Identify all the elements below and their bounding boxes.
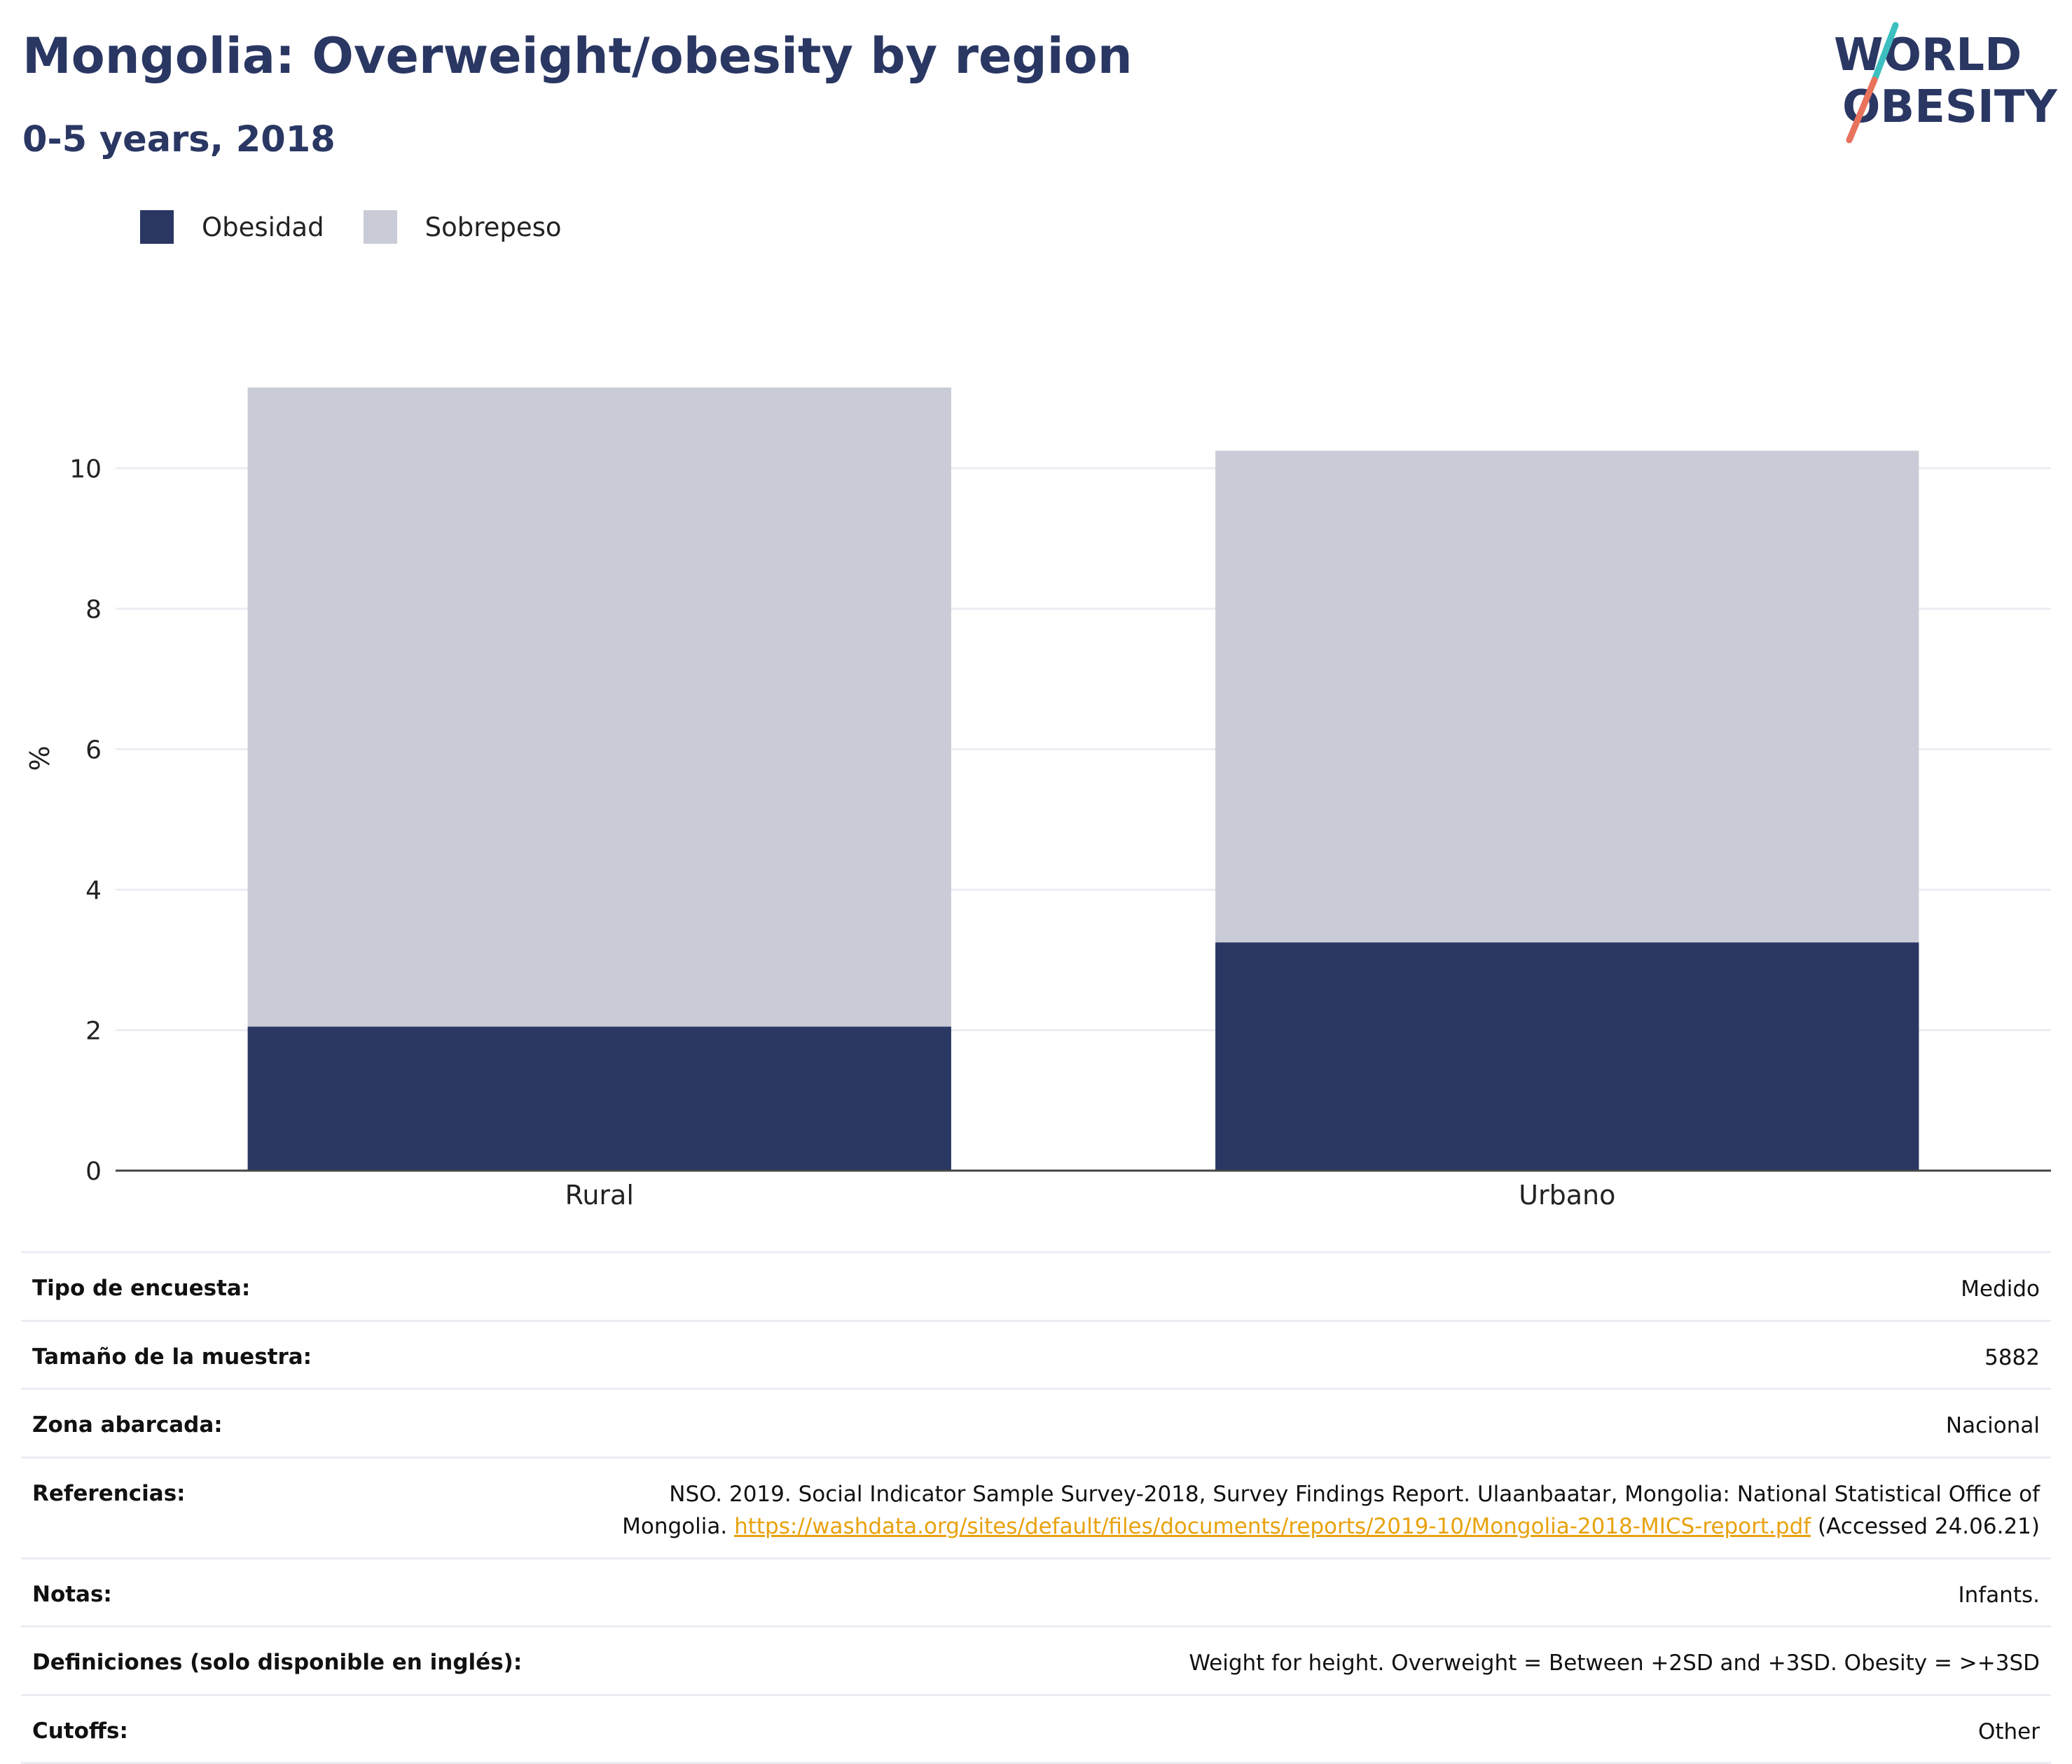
bar-rural-sobrepeso — [248, 387, 951, 1026]
info-value: Medido — [1961, 1273, 2040, 1306]
y-tick-label: 10 — [69, 455, 102, 483]
info-row-survey-type: Tipo de encuesta: Medido — [21, 1253, 2051, 1322]
y-tick-label: 8 — [85, 595, 102, 624]
info-label: Tipo de encuesta: — [32, 1273, 250, 1304]
info-row-cutoffs: Cutoffs: Other — [21, 1696, 2051, 1764]
info-label: Definiciones (solo disponible en inglés)… — [32, 1647, 522, 1679]
bar-urbano-sobrepeso — [1215, 450, 1919, 942]
info-value-references: NSO. 2019. Social Indicator Sample Surve… — [583, 1478, 2040, 1543]
info-row-references: Referencias: NSO. 2019. Social Indicator… — [21, 1459, 2051, 1559]
info-row-area-covered: Zona abarcada: Nacional — [21, 1390, 2051, 1459]
y-tick-label: 6 — [85, 736, 102, 764]
info-label: Referencias: — [32, 1478, 186, 1510]
survey-info-table: Tipo de encuesta: Medido Tamaño de la mu… — [21, 1251, 2051, 1764]
y-tick-label: 0 — [85, 1157, 102, 1186]
info-value: Other — [1978, 1716, 2040, 1749]
y-tick-label: 2 — [85, 1017, 102, 1045]
info-label: Zona abarcada: — [32, 1410, 223, 1441]
info-row-sample-size: Tamaño de la muestra: 5882 — [21, 1322, 2051, 1391]
x-category-label: Urbano — [1519, 1180, 1615, 1211]
info-row-definitions: Definiciones (solo disponible en inglés)… — [21, 1627, 2051, 1696]
info-value: Infants. — [1958, 1579, 2040, 1612]
x-category-label: Rural — [565, 1180, 634, 1211]
info-label: Cutoffs: — [32, 1716, 128, 1747]
info-value: 5882 — [1984, 1342, 2040, 1374]
reference-link[interactable]: https://washdata.org/sites/default/files… — [734, 1514, 1811, 1539]
bars — [248, 387, 1919, 1171]
y-axis-title: % — [25, 745, 55, 771]
info-row-notes: Notas: Infants. — [21, 1559, 2051, 1628]
info-value: Nacional — [1946, 1410, 2040, 1442]
reference-accessed: (Accessed 24.06.21) — [1818, 1514, 2040, 1539]
info-value: Weight for height. Overweight = Between … — [1189, 1647, 2040, 1680]
y-tick-label: 4 — [85, 876, 102, 905]
stacked-bar-chart: 0 2 4 6 8 10 Rural Urbano% — [0, 0, 2072, 1233]
info-label: Notas: — [32, 1579, 112, 1611]
bar-rural-obesidad — [248, 1026, 951, 1171]
bar-urbano-obesidad — [1215, 942, 1919, 1171]
info-label: Tamaño de la muestra: — [32, 1342, 312, 1373]
